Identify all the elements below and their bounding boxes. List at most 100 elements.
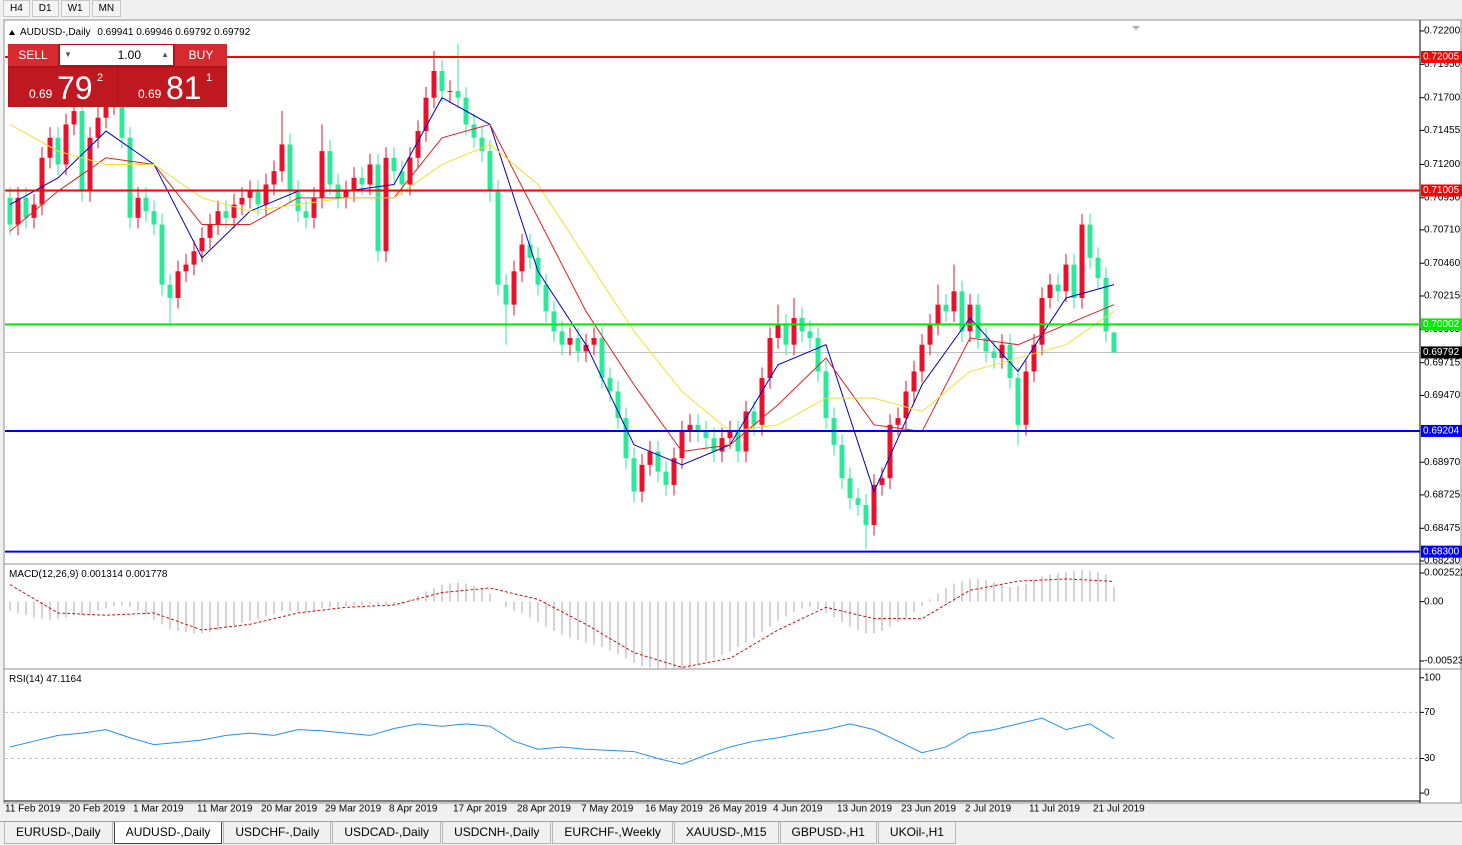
x-tick-label: 20 Mar 2019 — [261, 804, 318, 815]
candle-body — [191, 251, 197, 265]
candle-body — [423, 97, 429, 132]
indicator-title: MACD(12,26,9) — [9, 569, 78, 580]
x-tick-label: 28 Apr 2019 — [517, 804, 571, 815]
candle-body — [175, 271, 181, 298]
chart-header: AUDUSD-,Daily 0.69941 0.69946 0.69792 0.… — [20, 27, 251, 38]
candle-body — [479, 137, 485, 152]
candle-body — [1039, 297, 1045, 345]
x-tick-label: 21 Jul 2019 — [1093, 804, 1145, 815]
candle-body — [119, 97, 125, 138]
x-tick-label: 11 Feb 2019 — [5, 804, 61, 815]
timeframe-button[interactable]: D1 — [31, 0, 59, 17]
rsi-value: 47.1164 — [46, 674, 82, 685]
candle-body — [1031, 344, 1037, 372]
y-tick-label: 0.68475 — [1424, 523, 1461, 534]
indicator-line — [9, 123, 1115, 453]
buy-button[interactable]: BUY — [175, 44, 227, 66]
candle-body — [863, 504, 869, 525]
chart-tab[interactable]: XAUUSD-,M15 — [673, 822, 779, 844]
timeframe-toolbar: H4 D1 W1 MN — [0, 0, 122, 18]
close-value: 0.69792 — [214, 27, 251, 38]
candle-body — [879, 478, 885, 485]
y-tick-label: -0.005234 — [1424, 656, 1462, 667]
candle-body — [695, 424, 701, 432]
candle-body — [439, 70, 445, 92]
y-tick-label: 0.72200 — [1424, 26, 1461, 37]
candle-body — [223, 211, 229, 218]
buy-price[interactable]: 0.69 81 1 — [118, 68, 226, 107]
candle-body — [127, 137, 133, 218]
spin-up[interactable]: ▲ — [161, 50, 169, 59]
y-tick-label: 0.68970 — [1424, 457, 1461, 468]
candle-body — [847, 478, 853, 499]
chart-tab[interactable]: USDCAD-,Daily — [332, 822, 442, 844]
current-price-label: 0.69792 — [1423, 347, 1460, 358]
y-tick-label: 0.71700 — [1424, 92, 1461, 103]
chart-tab[interactable]: EURUSD-,Daily — [4, 822, 113, 844]
candle-body — [287, 144, 293, 192]
candle-body — [839, 444, 845, 479]
chart-tab[interactable]: UKOil-,H1 — [877, 822, 956, 844]
y-tick-label: 0 — [1424, 788, 1430, 799]
candle-body — [495, 191, 501, 285]
candle-body — [351, 177, 357, 192]
candle-body — [759, 378, 765, 425]
candle-body — [703, 431, 709, 439]
level-label-bg — [1421, 50, 1462, 63]
candle-body — [655, 451, 661, 472]
candle-body — [871, 484, 877, 525]
candle-body — [503, 284, 509, 305]
x-tick-label: 13 Jun 2019 — [837, 804, 892, 815]
sell-button[interactable]: SELL — [8, 44, 58, 66]
candle-body — [343, 191, 349, 198]
candle-body — [639, 464, 645, 492]
spin-down[interactable]: ▼ — [64, 50, 72, 59]
chart-tab[interactable]: GBPUSD-,H1 — [779, 822, 877, 844]
x-tick-label: 16 May 2019 — [645, 804, 703, 815]
level-label-bg — [1421, 424, 1462, 437]
candle-body — [47, 137, 53, 158]
x-tick-label: 23 Jun 2019 — [901, 804, 956, 815]
x-tick-label: 26 May 2019 — [709, 804, 767, 815]
chart-tabs: EURUSD-,Daily AUDUSD-,Daily USDCHF-,Daily U… — [0, 821, 1462, 845]
timeframe-button[interactable]: MN — [91, 0, 122, 17]
price-prefix: 0.69 — [29, 87, 53, 101]
plot: 0.72200 0.71950 0.71700 0.71455 0.71200 0.709… — [5, 26, 1462, 815]
sell-price[interactable]: 0.69 79 2 — [9, 68, 117, 107]
chart-tab[interactable]: EURCHF-,Weekly — [552, 822, 673, 844]
x-tick-label: 29 Mar 2019 — [325, 804, 382, 815]
candle-body — [415, 131, 421, 158]
one-click-trading: SELL ▼ 1.00 ▲ BUY 0.69 79 2 0.69 81 1 — [8, 44, 227, 107]
candle-body — [455, 91, 461, 98]
lot-input[interactable]: ▼ 1.00 ▲ — [60, 45, 173, 65]
candle-body — [79, 111, 85, 192]
chart-frame — [3, 19, 1462, 804]
chart-tab[interactable]: AUDUSD-,Daily — [113, 822, 223, 844]
candle-body — [735, 431, 741, 452]
candle-body — [23, 197, 29, 218]
timeframe-button[interactable]: W1 — [60, 0, 90, 17]
candle-body — [319, 151, 325, 198]
candle-body — [1023, 371, 1029, 425]
candle-body — [71, 111, 77, 125]
chart-tab[interactable]: USDCHF-,Daily — [223, 822, 332, 844]
candle-body — [519, 244, 525, 272]
candle-body — [303, 211, 309, 218]
timeframe-button[interactable]: H4 — [3, 0, 30, 17]
indicator-line — [9, 578, 1115, 668]
macd-value: 0.001314 — [81, 569, 123, 580]
candle-body — [647, 451, 653, 465]
candle-body — [767, 338, 773, 379]
candle-body — [679, 431, 685, 459]
chart-tab[interactable]: USDCNH-,Daily — [442, 822, 552, 844]
level-label: 0.70002 — [1423, 319, 1460, 330]
candle-body — [39, 157, 45, 205]
candle-body — [271, 171, 277, 185]
candle-body — [975, 304, 981, 339]
candle-body — [447, 91, 453, 93]
candle-body — [983, 338, 989, 352]
y-tick-label: 0.002522 — [1424, 568, 1462, 579]
candle-body — [199, 237, 205, 252]
candle-body — [903, 391, 909, 419]
